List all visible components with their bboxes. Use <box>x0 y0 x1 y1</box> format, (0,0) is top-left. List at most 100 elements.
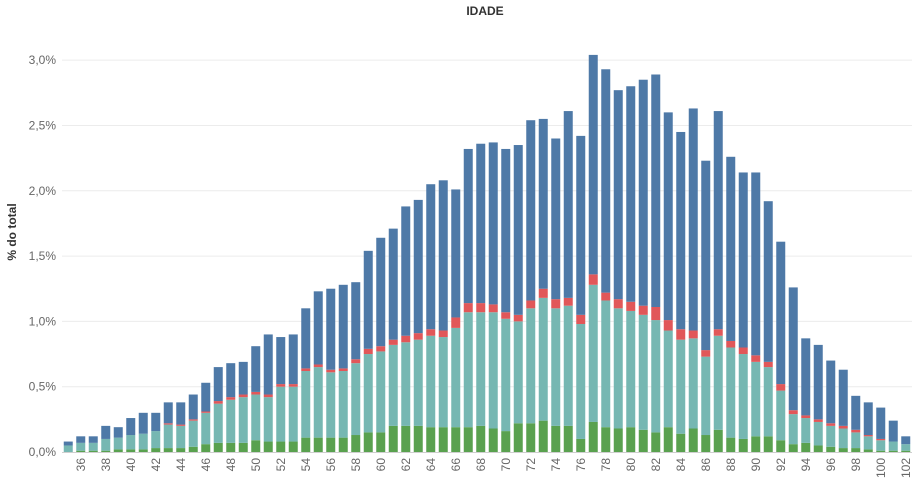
bar-segment <box>176 424 186 426</box>
bar-segment <box>388 344 398 426</box>
bar-segment <box>138 449 148 452</box>
bar-segment <box>738 354 748 439</box>
bar-segment <box>788 287 798 411</box>
x-tick-label: 46 <box>199 458 213 472</box>
bar-segment <box>751 436 761 452</box>
x-tick-label: 70 <box>499 458 513 472</box>
bar-segment <box>663 112 673 321</box>
bar-segment <box>626 310 636 428</box>
bar-segment <box>188 446 198 452</box>
bar-segment <box>776 241 786 385</box>
bar-segment <box>701 356 711 436</box>
bar-segment <box>826 446 836 452</box>
bar-segment <box>438 427 448 452</box>
bar-segment <box>151 448 161 452</box>
bar-segment <box>538 118 548 289</box>
bar-segment <box>651 74 661 308</box>
bar-segment <box>376 351 386 433</box>
bar-segment <box>513 145 523 315</box>
bar-segment <box>213 403 223 443</box>
bar-segment <box>613 90 623 300</box>
bar-segment <box>851 429 861 433</box>
bar-segment <box>813 421 823 446</box>
bar-segment <box>726 347 736 438</box>
bar-segment <box>163 423 173 425</box>
bar-segment <box>276 337 286 385</box>
bar-segment <box>76 436 86 443</box>
bar-segment <box>751 361 761 437</box>
bar-segment <box>201 382 211 412</box>
bar-segment <box>313 291 323 365</box>
bar-segment <box>488 428 498 452</box>
bar-segment <box>88 442 98 451</box>
bar-segment <box>838 448 848 452</box>
bar-segment <box>188 419 198 421</box>
bar-segment <box>451 327 461 428</box>
bar-segment <box>563 305 573 426</box>
bar-segment <box>663 320 673 331</box>
bar-segment <box>426 335 436 428</box>
bar-segment <box>226 399 236 443</box>
bar-segment <box>213 442 223 452</box>
bar-segment <box>838 428 848 449</box>
bar-segment <box>826 360 836 424</box>
bar-segment <box>413 425 423 452</box>
bar-segment <box>838 369 848 426</box>
bar-segment <box>201 411 211 413</box>
y-tick-label: 2,5% <box>29 118 57 132</box>
bar-segment <box>788 444 798 452</box>
bar-segment <box>113 437 123 450</box>
bar-segment <box>626 427 636 452</box>
bar-segment <box>713 111 723 330</box>
bar-segment <box>363 250 373 349</box>
bar-segment <box>163 402 173 424</box>
bar-segment <box>326 369 336 373</box>
bar-segment <box>251 391 261 395</box>
bars <box>63 54 911 452</box>
bar-segment <box>376 346 386 352</box>
bar-segment <box>676 131 686 330</box>
bar-segment <box>551 299 561 309</box>
bar-segment <box>876 438 886 441</box>
bar-segment <box>251 394 261 441</box>
bar-segment <box>288 386 298 442</box>
bar-segment <box>401 335 411 343</box>
x-tick-label: 54 <box>299 458 313 472</box>
bar-segment <box>888 450 898 452</box>
bar-segment <box>488 142 498 305</box>
bar-segment <box>576 314 586 324</box>
y-tick-label: 1,5% <box>29 249 57 263</box>
bar-segment <box>726 340 736 348</box>
bar-segment <box>88 450 98 452</box>
bar-segment <box>363 348 373 355</box>
bar-segment <box>851 395 861 430</box>
bar-segment <box>526 423 536 452</box>
bar-segment <box>526 308 536 424</box>
bar-segment <box>226 397 236 400</box>
bar-segment <box>726 437 736 452</box>
bar-segment <box>576 323 586 439</box>
bar-segment <box>563 297 573 306</box>
bar-segment <box>251 440 261 452</box>
bar-segment <box>476 425 486 452</box>
bar-segment <box>288 441 298 452</box>
bar-segment <box>763 201 773 362</box>
bar-segment <box>476 143 486 304</box>
bar-segment <box>538 297 548 421</box>
bar-segment <box>163 424 173 449</box>
bar-segment <box>151 412 161 432</box>
bar-segment <box>276 386 286 442</box>
bar-segment <box>338 437 348 452</box>
bar-segment <box>588 274 598 285</box>
bar-segment <box>488 312 498 429</box>
bar-segment <box>301 368 311 372</box>
bar-segment <box>738 347 748 355</box>
bar-segment <box>238 442 248 452</box>
bar-segment <box>413 339 423 426</box>
bar-segment <box>388 339 398 345</box>
bar-segment <box>751 355 761 362</box>
bar-segment <box>501 318 511 432</box>
bar-segment <box>863 449 873 452</box>
bar-segment <box>588 284 598 422</box>
bar-segment <box>263 394 273 398</box>
